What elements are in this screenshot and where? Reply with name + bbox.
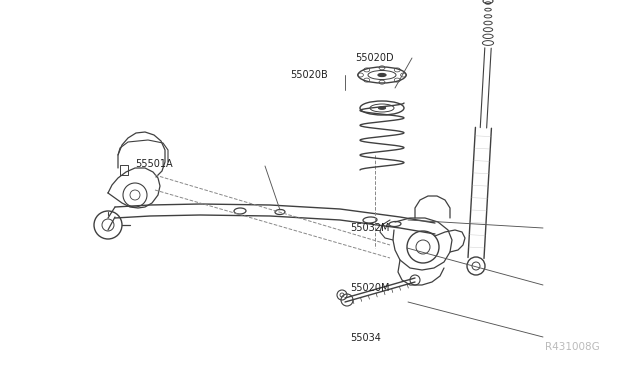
Text: 55032M: 55032M [350,223,390,233]
Text: 55020B: 55020B [290,70,328,80]
Text: 55020M: 55020M [350,283,390,293]
Ellipse shape [378,107,385,109]
Text: 55034: 55034 [350,333,381,343]
Text: R431008G: R431008G [545,342,600,352]
Text: 55020D: 55020D [355,53,394,63]
Ellipse shape [378,74,386,77]
Text: 55501A: 55501A [135,159,173,169]
